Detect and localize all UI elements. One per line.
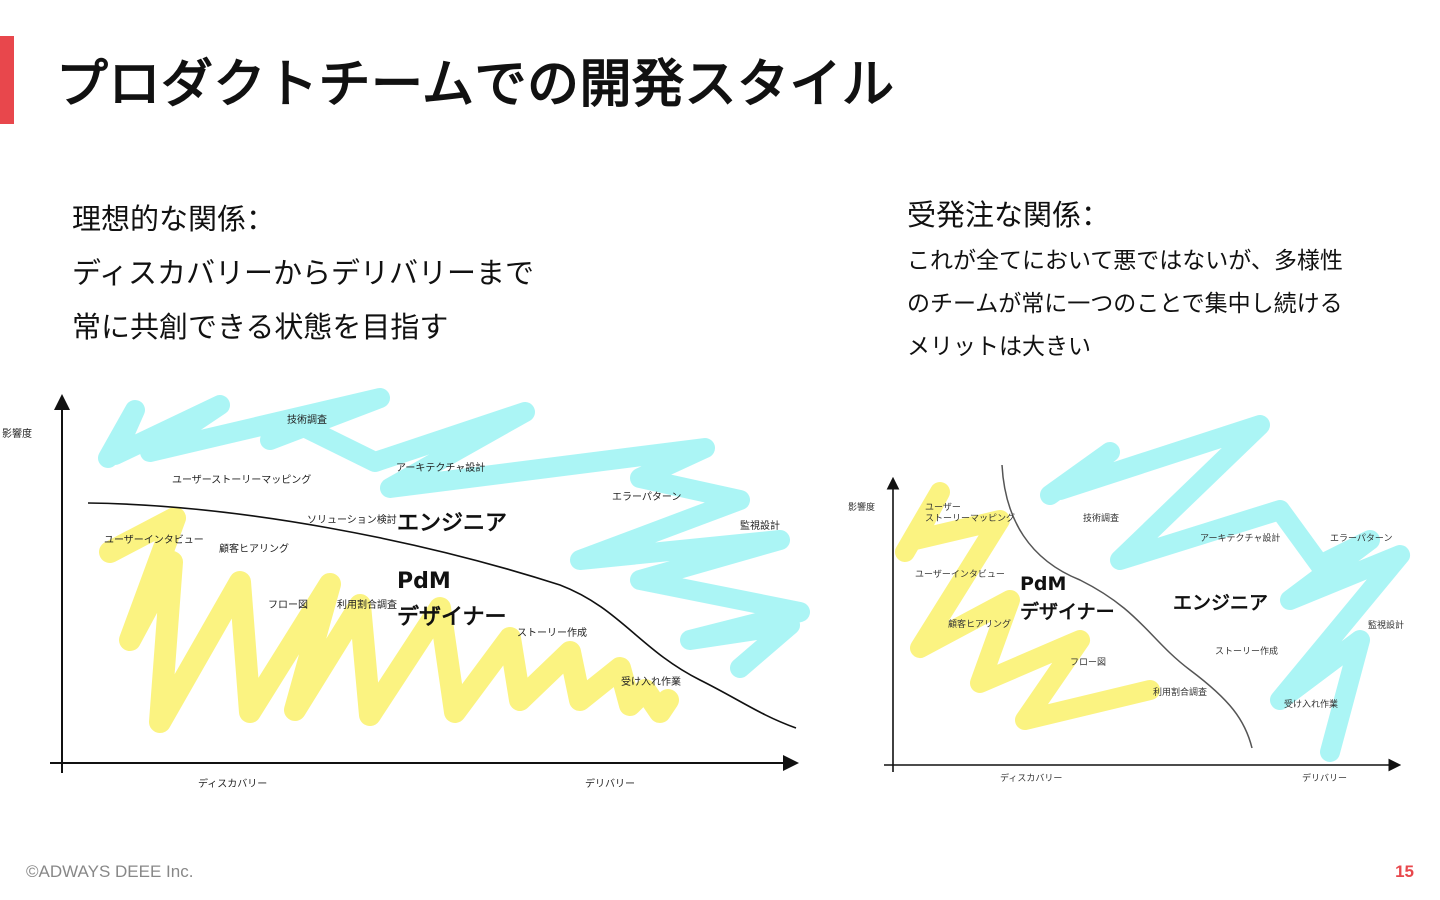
right-heading: 受発注な関係：: [907, 198, 1111, 232]
right-body-line-1: これが全てにおいて悪ではないが、多様性: [907, 248, 1343, 274]
left-engineer-scribble: [98, 388, 810, 678]
left-task-architecture: アーキテクチャ設計: [396, 461, 485, 474]
left-diagram: 影響度 ディスカバリー デリバリー 技術調査 ユーザーストーリーマッピング アー…: [2, 388, 810, 790]
footer-copyright: ©ADWAYS DEEE Inc.: [26, 862, 194, 881]
left-line-1: ディスカバリーからデリバリーまで: [72, 256, 534, 290]
page-number: 15: [1395, 862, 1414, 881]
right-task-story-mapping: ストーリーマッピング: [925, 512, 1015, 524]
right-role-designer: デザイナー: [1020, 600, 1115, 623]
left-task-story-creation: ストーリー作成: [517, 627, 587, 639]
right-task-flow-chart: フロー図: [1070, 657, 1106, 668]
left-task-usage-research: 利用割合調査: [337, 598, 397, 611]
left-task-flow-chart: フロー図: [268, 599, 308, 611]
right-task-user: ユーザー: [925, 502, 961, 513]
right-x-label-discovery: ディスカバリー: [1000, 772, 1062, 784]
title-accent-bar: [0, 36, 14, 124]
left-role-pdm: PdM: [397, 569, 451, 594]
left-task-user-interview: ユーザーインタビュー: [104, 534, 204, 546]
right-task-monitoring: 監視設計: [1368, 619, 1404, 631]
right-designer-scribble: [895, 482, 1160, 730]
left-x-label-delivery: デリバリー: [585, 777, 635, 790]
left-boundary-curve: [87, 502, 797, 729]
left-task-solution-review: ソリューション検討: [307, 513, 397, 526]
left-task-acceptance: 受け入れ作業: [621, 675, 681, 688]
right-y-axis-label: 影響度: [848, 501, 875, 513]
right-task-story-creation: ストーリー作成: [1215, 645, 1278, 657]
left-task-monitoring: 監視設計: [740, 519, 780, 532]
right-role-pdm: PdM: [1020, 573, 1066, 595]
left-role-designer: デザイナー: [397, 604, 507, 630]
right-task-architecture: アーキテクチャ設計: [1200, 532, 1280, 544]
left-description: 理想的な関係： ディスカバリーからデリバリーまで 常に共創できる状態を目指す: [72, 192, 534, 354]
left-x-label-discovery: ディスカバリー: [198, 777, 267, 790]
left-heading: 理想的な関係：: [72, 202, 276, 236]
right-task-user-interview: ユーザーインタビュー: [915, 569, 1005, 580]
right-body-line-2: のチームが常に一つのことで集中し続ける: [907, 291, 1343, 317]
left-task-error-pattern: エラーパターン: [612, 491, 681, 503]
left-role-engineer: エンジニア: [397, 511, 507, 536]
right-role-engineer: エンジニア: [1173, 592, 1268, 614]
right-task-usage-research: 利用割合調査: [1153, 686, 1207, 698]
left-task-user-story-mapping: ユーザーストーリーマッピング: [172, 473, 311, 486]
right-x-label-delivery: デリバリー: [1302, 772, 1347, 784]
right-boundary-curve: [1001, 464, 1253, 749]
right-body-line-3: メリットは大きい: [907, 334, 1091, 360]
left-designer-scribble: [99, 507, 679, 733]
left-task-customer-hearing: 顧客ヒアリング: [219, 542, 289, 555]
right-task-acceptance: 受け入れ作業: [1284, 698, 1338, 710]
slide-title: プロダクトチームでの開発スタイル: [56, 55, 895, 115]
right-task-tech-research: 技術調査: [1083, 512, 1119, 524]
right-task-error-pattern: エラーパターン: [1330, 533, 1392, 544]
left-y-axis-label: 影響度: [2, 427, 32, 440]
left-line-2: 常に共創できる状態を目指す: [72, 310, 449, 344]
right-description: これが全てにおいて悪ではないが、多様性 のチームが常に一つのことで集中し続ける …: [907, 240, 1343, 369]
right-diagram: 影響度 ディスカバリー デリバリー ユーザー ストーリーマッピング 技術調査 ア…: [848, 415, 1410, 784]
right-task-customer-hearing: 顧客ヒアリング: [948, 618, 1011, 630]
right-engineer-scribble: [1040, 415, 1410, 762]
left-task-tech-research: 技術調査: [287, 413, 327, 426]
